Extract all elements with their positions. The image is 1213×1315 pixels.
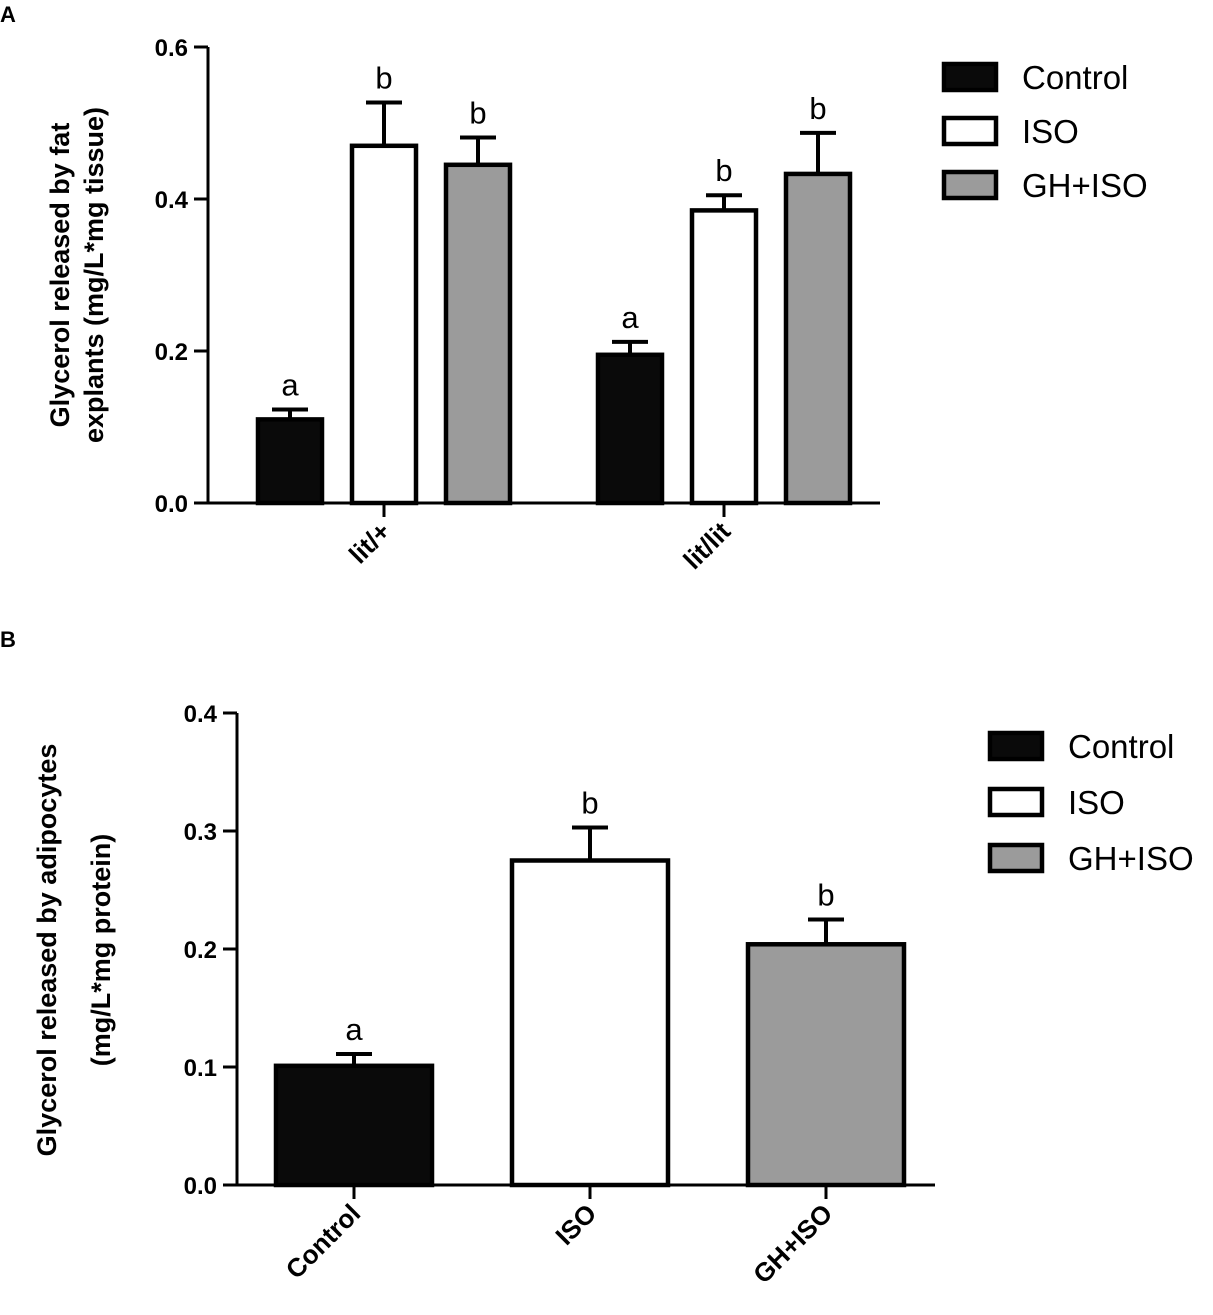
bar-control bbox=[255, 417, 325, 506]
bar-iso bbox=[509, 858, 671, 1188]
bar-control bbox=[273, 1063, 435, 1188]
y-tick-label: 0.0 bbox=[155, 491, 188, 518]
x-category-label: lit/lit bbox=[677, 516, 736, 575]
significance-label: b bbox=[469, 95, 486, 130]
y-tick-label: 0.3 bbox=[184, 819, 217, 846]
panel-a-ylabel-line-2: explants (mg/L*mg tissue) bbox=[79, 107, 109, 443]
legend-label: Control bbox=[1068, 728, 1174, 765]
significance-label: a bbox=[281, 368, 299, 403]
legend-swatch-iso bbox=[941, 115, 999, 147]
panel-a-ylabel-line-1: Glycerol released by fat bbox=[45, 123, 75, 428]
x-category-label: ISO bbox=[549, 1198, 602, 1251]
y-tick-label: 0.4 bbox=[184, 701, 218, 728]
significance-label: b bbox=[581, 785, 598, 820]
legend-label: GH+ISO bbox=[1022, 167, 1148, 204]
y-tick-label: 0.6 bbox=[155, 35, 188, 62]
legend-swatch-gh-iso bbox=[987, 842, 1045, 874]
bar-iso bbox=[689, 208, 759, 506]
legend-swatch-gh-iso bbox=[941, 169, 999, 201]
panel-b-ylabel-line-2: (mg/L*mg protein) bbox=[86, 834, 116, 1066]
significance-label: a bbox=[621, 300, 639, 335]
panel-b-bars: a b b bbox=[273, 785, 907, 1188]
bar-gh-iso bbox=[443, 162, 513, 506]
legend-swatch-iso bbox=[987, 786, 1045, 818]
legend-swatch-control bbox=[987, 730, 1045, 762]
x-category-label: Control bbox=[280, 1198, 367, 1285]
bar-gh-iso bbox=[783, 171, 853, 506]
significance-label: b bbox=[817, 878, 834, 913]
legend-label: ISO bbox=[1022, 113, 1079, 150]
panel-b-letter: B bbox=[0, 627, 16, 652]
legend-label: ISO bbox=[1068, 784, 1125, 821]
legend-label: Control bbox=[1022, 59, 1128, 96]
legend-label: GH+ISO bbox=[1068, 840, 1194, 877]
panel-a-bars: a b b a b b bbox=[255, 60, 853, 506]
panel-a-legend: Control ISO GH+ISO bbox=[941, 59, 1148, 204]
bar-iso bbox=[349, 143, 419, 506]
significance-label: a bbox=[345, 1012, 363, 1047]
significance-label: b bbox=[809, 91, 826, 126]
x-category-label: GH+ISO bbox=[747, 1198, 838, 1289]
panel-a-letter: A bbox=[0, 2, 16, 27]
y-tick-label: 0.2 bbox=[155, 339, 188, 366]
significance-label: b bbox=[375, 60, 392, 95]
bar-control bbox=[595, 352, 665, 506]
panel-b: B Glycerol released by adipocytes (mg/L*… bbox=[0, 627, 1194, 1289]
y-tick-label: 0.0 bbox=[184, 1173, 217, 1200]
panel-b-legend: Control ISO GH+ISO bbox=[987, 728, 1194, 877]
panel-a: A Glycerol released by fat explants (mg/… bbox=[0, 2, 1148, 575]
y-tick-label: 0.1 bbox=[184, 1055, 217, 1082]
legend-swatch-control bbox=[941, 61, 999, 93]
bar-gh-iso bbox=[745, 942, 907, 1188]
y-tick-label: 0.4 bbox=[155, 187, 189, 214]
significance-label: b bbox=[715, 153, 732, 188]
x-category-label: lit/+ bbox=[343, 516, 396, 569]
panel-b-ylabel-line-1: Glycerol released by adipocytes bbox=[32, 744, 62, 1157]
y-tick-label: 0.2 bbox=[184, 937, 217, 964]
